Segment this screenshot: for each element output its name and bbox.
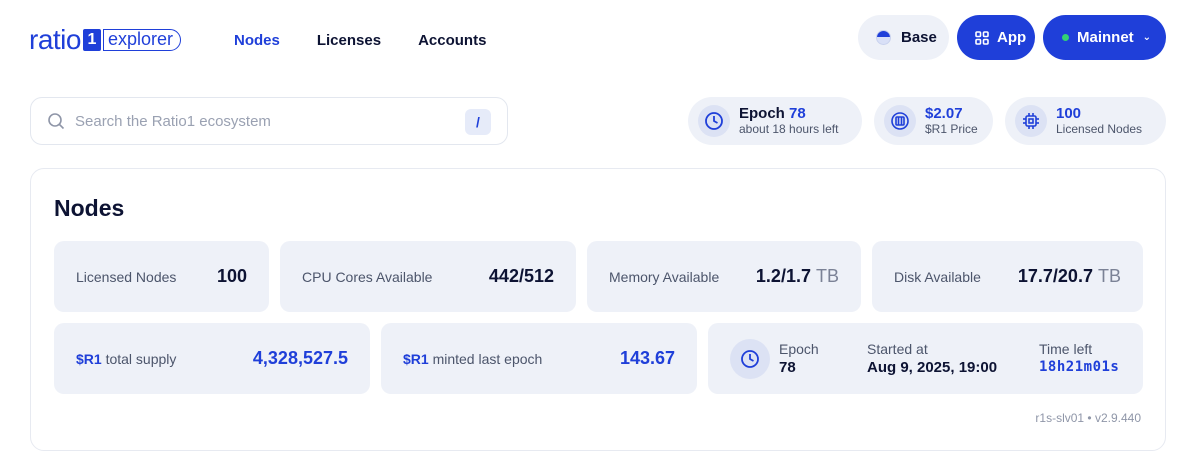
memory-label: Memory Available — [609, 268, 720, 285]
disk-value: 17.7/20.7 — [1017, 266, 1093, 286]
search-shortcut-badge: / — [465, 109, 491, 135]
licensed-nodes-chip-value: 100 — [1056, 105, 1082, 122]
memory-tile: Memory Available 1.2/1.7 TB — [587, 241, 861, 312]
supply-value: 4,328,527.5 — [252, 348, 348, 368]
epoch-value: 78 — [779, 359, 796, 376]
base-chain-label: Base — [901, 29, 937, 46]
started-value: Aug 9, 2025, 19:00 — [867, 359, 998, 376]
memory-unit: TB — [815, 266, 839, 286]
network-label: Mainnet — [1077, 29, 1134, 46]
search-bar[interactable]: / — [30, 97, 508, 145]
grid-icon — [975, 30, 989, 45]
minted-token: $R1 — [403, 350, 429, 367]
epoch-chip-sub: about 18 hours left — [739, 122, 839, 136]
nav-licenses[interactable]: Licenses — [316, 32, 382, 49]
licensed-nodes-chip-sub: Licensed Nodes — [1056, 122, 1143, 136]
page-title: Nodes — [54, 195, 125, 221]
minted-label: minted last epoch — [428, 350, 543, 367]
logo-ratio-text: ratio — [29, 24, 81, 55]
logo-explorer-text: explorer — [102, 29, 181, 51]
epoch-chip: Epoch 78 about 18 hours left — [688, 97, 862, 145]
epoch-chip-label: Epoch — [739, 105, 785, 122]
nav-accounts[interactable]: Accounts — [418, 32, 487, 49]
nodes-card: Nodes Licensed Nodes 100 CPU Cores Avail… — [30, 168, 1166, 451]
epoch-chip-value: 78 — [789, 105, 806, 122]
licensed-nodes-label: Licensed Nodes — [76, 268, 177, 285]
price-chip-value: $2.07 — [925, 105, 963, 122]
price-chip-sub: $R1 Price — [925, 122, 978, 136]
disk-label: Disk Available — [894, 268, 981, 285]
time-left-value: 18h21m01s — [1039, 359, 1120, 375]
disk-unit: TB — [1097, 266, 1121, 286]
epoch-label: Epoch — [779, 341, 819, 357]
minted-value: 143.67 — [619, 348, 675, 368]
clock-icon — [730, 338, 770, 379]
minted-tile: $R1 minted last epoch 143.67 — [381, 323, 697, 394]
nav-nodes[interactable]: Nodes — [234, 32, 280, 49]
price-chip: $2.07 $R1 Price — [874, 97, 993, 145]
chevron-down-icon: ⌄ — [1142, 32, 1152, 43]
cpu-cores-label: CPU Cores Available — [302, 268, 433, 285]
base-chain-icon — [876, 30, 891, 45]
chip-cpu-icon — [1015, 105, 1047, 137]
licensed-nodes-value: 100 — [216, 266, 247, 286]
app-button[interactable]: App — [957, 15, 1035, 60]
logo[interactable]: ratio 1 explorer — [29, 24, 181, 55]
search-input[interactable] — [75, 112, 445, 130]
time-left-label: Time left — [1039, 341, 1093, 357]
network-selector[interactable]: Mainnet ⌄ — [1043, 15, 1166, 60]
version-text: r1s-slv01 • v2.9.440 — [1035, 411, 1141, 425]
logo-one-mark: 1 — [82, 29, 101, 51]
cpu-cores-tile: CPU Cores Available 442/512 — [280, 241, 576, 312]
token-icon — [884, 105, 916, 137]
licensed-nodes-tile: Licensed Nodes 100 — [54, 241, 269, 312]
network-status-dot — [1062, 34, 1069, 41]
supply-token: $R1 — [76, 350, 102, 367]
licensed-nodes-chip: 100 Licensed Nodes — [1005, 97, 1166, 145]
search-icon — [48, 113, 65, 130]
app-button-label: App — [997, 29, 1027, 46]
base-chain-button[interactable]: Base — [858, 15, 949, 60]
supply-label: total supply — [101, 350, 177, 367]
cpu-cores-value: 442/512 — [488, 266, 554, 286]
clock-icon — [698, 105, 730, 137]
started-label: Started at — [867, 341, 928, 357]
disk-tile: Disk Available 17.7/20.7 TB — [872, 241, 1143, 312]
main-nav: Nodes Licenses Accounts — [234, 31, 523, 51]
epoch-tile: Epoch 78 Started at Aug 9, 2025, 19:00 T… — [708, 323, 1143, 394]
memory-value: 1.2/1.7 — [755, 266, 811, 286]
total-supply-tile: $R1 total supply 4,328,527.5 — [54, 323, 370, 394]
